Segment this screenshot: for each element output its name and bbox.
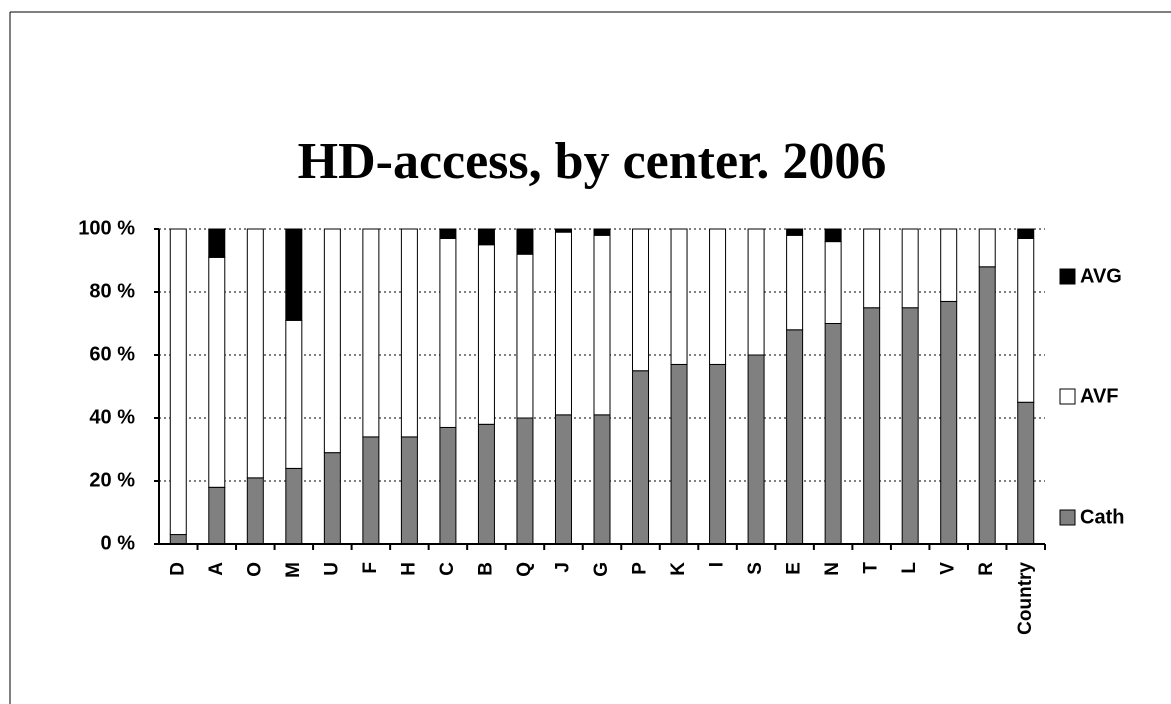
legend-swatch [1059,388,1076,405]
bar-segment [940,300,958,545]
bar-segment [554,228,572,233]
x-tick-label: J [552,562,573,573]
bar-segment [362,436,380,545]
bar-segment [208,486,226,545]
bar-segment [747,228,765,356]
legend-label: AVG [1080,265,1122,287]
y-tick-label: 40 % [89,406,135,428]
legend-label: Cath [1080,506,1124,528]
x-tick-label: D [167,562,188,576]
x-tick-label: U [321,562,342,576]
x-tick-label: E [784,562,805,575]
bar-segment [516,253,534,419]
bar-segment [824,323,842,545]
bar-segment [786,329,804,545]
bar-segment [747,354,765,545]
bar-segment [709,228,727,365]
bar-segment [439,228,457,239]
x-tick-label: Country [1015,562,1036,635]
bar-segment [978,228,996,268]
bar-segment [285,228,303,321]
bar-segment [362,228,380,438]
bar-segment [940,228,958,302]
x-tick-label: T [861,562,882,574]
legend-swatch [1059,509,1076,526]
x-tick-label: S [745,562,766,575]
bar-segment [709,363,727,545]
x-tick-label: Q [514,562,535,577]
bar-segment [323,452,341,545]
x-tick-label: I [707,562,728,567]
y-tick-label: 60 % [89,343,135,365]
bar-segment [516,228,534,255]
bar-segment [477,423,495,545]
bar-segment [477,244,495,425]
bar-segment [824,241,842,325]
bar-segment [978,266,996,545]
bar-segment [824,228,842,243]
legend-swatch [1059,268,1076,285]
x-tick-label: F [360,562,381,574]
x-tick-label: L [899,562,920,574]
bar-segment [593,228,611,236]
x-tick-label: G [591,562,612,577]
bar-segment [323,228,341,454]
bar-segment [246,228,264,479]
chart-title: HD-access, by center. 2006 [298,133,887,190]
bar-segment [670,363,688,545]
bar-segment [400,228,418,438]
bar-segment [169,228,187,536]
legend-label: AVF [1080,385,1119,407]
bar-segment [285,467,303,545]
x-tick-label: O [244,562,265,577]
bar-segment [1017,228,1035,239]
x-tick-label: M [283,562,304,578]
bar-segment [593,234,611,416]
bar-segment [516,417,534,545]
x-tick-label: P [630,562,651,575]
bar-segment [439,426,457,545]
x-tick-label: K [668,562,689,576]
x-tick-label: N [822,562,843,576]
bar-segment [786,228,804,236]
y-tick-label: 100 % [78,217,135,239]
bar-segment [632,228,650,372]
bar-segment [593,414,611,545]
bar-segment [554,231,572,416]
bar-segment [632,370,650,545]
bar-segment [1017,401,1035,545]
bar-segment [901,228,919,309]
bar-segment [477,228,495,246]
bar-segment [208,228,226,258]
x-tick-label: B [475,562,496,576]
bar-segment [863,228,881,309]
bar-segment [285,319,303,469]
y-tick-label: 0 % [101,532,136,554]
bar-segment [1017,237,1035,403]
x-tick-label: A [206,562,227,576]
x-tick-label: V [938,562,959,575]
bar-segment [901,307,919,545]
bar-segment [554,414,572,545]
y-tick-label: 80 % [89,280,135,302]
bar-segment [208,256,226,488]
x-tick-label: R [976,562,997,576]
bar-segment [863,307,881,545]
bar-segment [439,237,457,428]
bar-segment [246,477,264,545]
bar-segment [786,234,804,331]
bar-segment [169,534,187,545]
x-tick-label: H [398,562,419,576]
x-tick-label: C [437,562,458,576]
bar-segment [400,436,418,545]
bar-segment [670,228,688,365]
y-tick-label: 20 % [89,469,135,491]
